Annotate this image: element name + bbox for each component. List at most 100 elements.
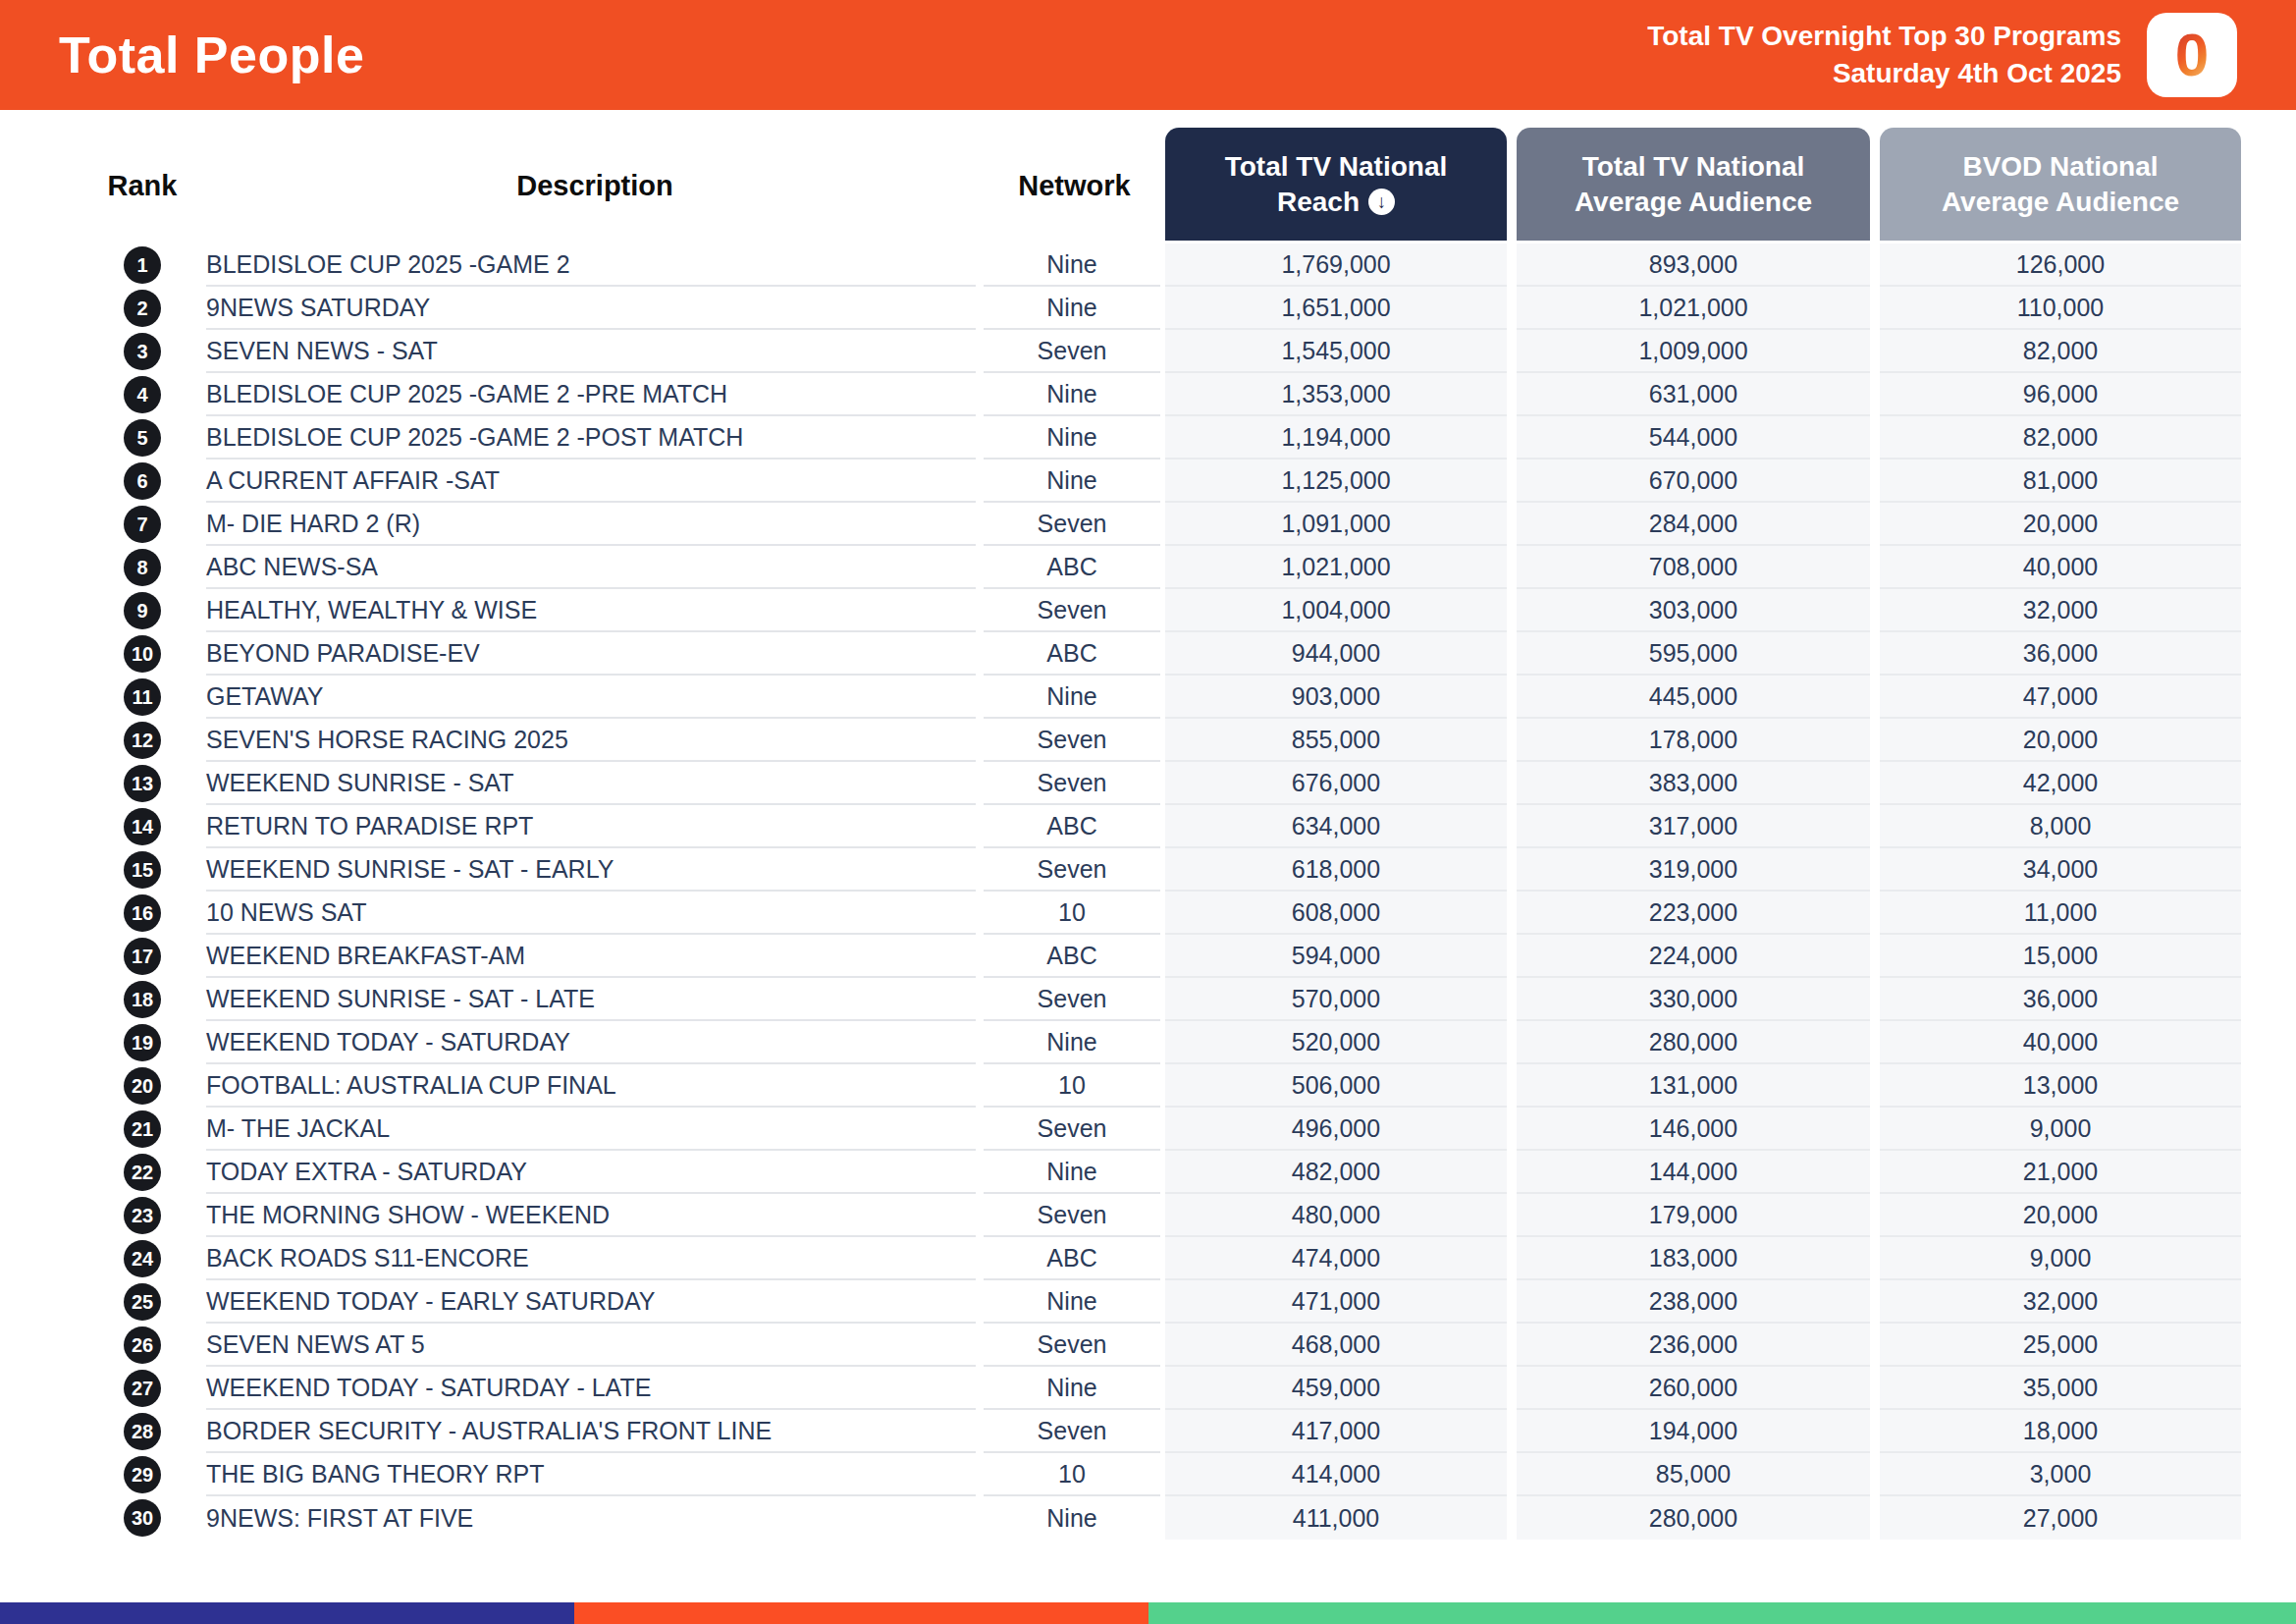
column-gap — [1507, 719, 1517, 762]
column-gap — [1870, 1453, 1880, 1496]
table-row: 6A CURRENT AFFAIR -SATNine1,125,000670,0… — [79, 460, 2241, 503]
program-description: SEVEN'S HORSE RACING 2025 — [206, 719, 976, 762]
network-name: Seven — [984, 762, 1160, 805]
program-description: WEEKEND SUNRISE - SAT — [206, 762, 976, 805]
avg-audience-value: 183,000 — [1517, 1237, 1870, 1280]
network-name: Nine — [984, 460, 1160, 503]
rank-cell: 23 — [79, 1194, 206, 1237]
column-gap — [1870, 128, 1880, 244]
table-row: 27WEEKEND TODAY - SATURDAY - LATENine459… — [79, 1367, 2241, 1410]
program-description: WEEKEND SUNRISE - SAT - LATE — [206, 978, 976, 1021]
rank-badge: 21 — [124, 1110, 161, 1148]
rank-badge: 9 — [124, 592, 161, 629]
avg-audience-value: 595,000 — [1517, 632, 1870, 676]
avg-audience-value: 303,000 — [1517, 589, 1870, 632]
program-description: BORDER SECURITY - AUSTRALIA'S FRONT LINE — [206, 1410, 976, 1453]
column-gap — [1507, 1064, 1517, 1108]
column-gap — [1870, 1496, 1880, 1540]
bvod-value: 36,000 — [1880, 632, 2241, 676]
bvod-value: 25,000 — [1880, 1324, 2241, 1367]
network-name: Nine — [984, 1496, 1160, 1540]
column-gap — [1507, 373, 1517, 416]
avg-audience-value: 1,021,000 — [1517, 287, 1870, 330]
reach-value: 1,353,000 — [1165, 373, 1507, 416]
network-name: 10 — [984, 892, 1160, 935]
rank-badge: 13 — [124, 765, 161, 802]
reach-value: 520,000 — [1165, 1021, 1507, 1064]
bvod-value: 82,000 — [1880, 416, 2241, 460]
reach-value: 414,000 — [1165, 1453, 1507, 1496]
bvod-value: 40,000 — [1880, 546, 2241, 589]
column-gap — [1507, 1237, 1517, 1280]
rank-cell: 5 — [79, 416, 206, 460]
avg-audience-value: 280,000 — [1517, 1021, 1870, 1064]
rank-cell: 10 — [79, 632, 206, 676]
bvod-value: 27,000 — [1880, 1496, 2241, 1540]
column-gap — [1507, 805, 1517, 848]
table-row: 5BLEDISLOE CUP 2025 -GAME 2 -POST MATCHN… — [79, 416, 2241, 460]
column-gap — [1507, 1108, 1517, 1151]
avg-audience-value: 383,000 — [1517, 762, 1870, 805]
table-row: 25WEEKEND TODAY - EARLY SATURDAYNine471,… — [79, 1280, 2241, 1324]
reach-value: 594,000 — [1165, 935, 1507, 978]
rank-cell: 18 — [79, 978, 206, 1021]
reach-value: 608,000 — [1165, 892, 1507, 935]
rank-badge: 12 — [124, 722, 161, 759]
rank-badge: 16 — [124, 894, 161, 932]
program-description: FOOTBALL: AUSTRALIA CUP FINAL — [206, 1064, 976, 1108]
rank-badge: 8 — [124, 549, 161, 586]
column-gap — [1870, 1194, 1880, 1237]
column-gap — [1870, 244, 1880, 287]
reach-value: 1,091,000 — [1165, 503, 1507, 546]
column-gap — [1870, 762, 1880, 805]
network-name: Nine — [984, 373, 1160, 416]
column-header-total-tv-reach[interactable]: Total TV National Reach ↓ — [1165, 128, 1507, 241]
reach-value: 1,651,000 — [1165, 287, 1507, 330]
rank-badge: 4 — [124, 376, 161, 413]
program-description: THE MORNING SHOW - WEEKEND — [206, 1194, 976, 1237]
column-gap — [1870, 848, 1880, 892]
bvod-value: 126,000 — [1880, 244, 2241, 287]
rank-badge: 24 — [124, 1240, 161, 1277]
avg-audience-value: 146,000 — [1517, 1108, 1870, 1151]
sort-descending-icon: ↓ — [1368, 189, 1395, 215]
reach-value: 506,000 — [1165, 1064, 1507, 1108]
reach-value: 1,769,000 — [1165, 244, 1507, 287]
rank-badge: 1 — [124, 246, 161, 284]
network-name: ABC — [984, 632, 1160, 676]
table-row: 20FOOTBALL: AUSTRALIA CUP FINAL10506,000… — [79, 1064, 2241, 1108]
table-row: 18WEEKEND SUNRISE - SAT - LATESeven570,0… — [79, 978, 2241, 1021]
footer-segment-blue — [0, 1602, 574, 1624]
table-row: 8ABC NEWS-SAABC1,021,000708,00040,000 — [79, 546, 2241, 589]
rank-cell: 2 — [79, 287, 206, 330]
bvod-value: 18,000 — [1880, 1410, 2241, 1453]
reach-value: 474,000 — [1165, 1237, 1507, 1280]
table-row: 4BLEDISLOE CUP 2025 -GAME 2 -PRE MATCHNi… — [79, 373, 2241, 416]
column-gap — [1507, 1151, 1517, 1194]
table-row: 17WEEKEND BREAKFAST-AMABC594,000224,0001… — [79, 935, 2241, 978]
column-header-bvod-average[interactable]: BVOD National Average Audience — [1880, 128, 2241, 241]
reach-header-line2: Reach ↓ — [1277, 185, 1395, 220]
table-row: 7M- DIE HARD 2 (R)Seven1,091,000284,0002… — [79, 503, 2241, 546]
avg-audience-value: 144,000 — [1517, 1151, 1870, 1194]
column-gap — [1507, 128, 1517, 244]
column-gap — [1507, 503, 1517, 546]
rank-badge: 15 — [124, 851, 161, 889]
program-description: BLEDISLOE CUP 2025 -GAME 2 — [206, 244, 976, 287]
network-name: Seven — [984, 503, 1160, 546]
column-gap — [1507, 978, 1517, 1021]
column-gap — [1507, 1496, 1517, 1540]
table-row: 13WEEKEND SUNRISE - SATSeven676,000383,0… — [79, 762, 2241, 805]
column-gap — [1870, 373, 1880, 416]
column-header-network: Network — [984, 128, 1165, 244]
rank-cell: 30 — [79, 1496, 206, 1540]
column-gap — [1507, 1367, 1517, 1410]
column-header-total-tv-average[interactable]: Total TV National Average Audience — [1517, 128, 1870, 241]
column-gap — [1870, 416, 1880, 460]
bvod-header-line2: Average Audience — [1942, 185, 2179, 220]
column-gap — [1507, 1453, 1517, 1496]
column-gap — [1870, 503, 1880, 546]
table-row: 12SEVEN'S HORSE RACING 2025Seven855,0001… — [79, 719, 2241, 762]
rank-badge: 27 — [124, 1370, 161, 1407]
bvod-value: 20,000 — [1880, 719, 2241, 762]
